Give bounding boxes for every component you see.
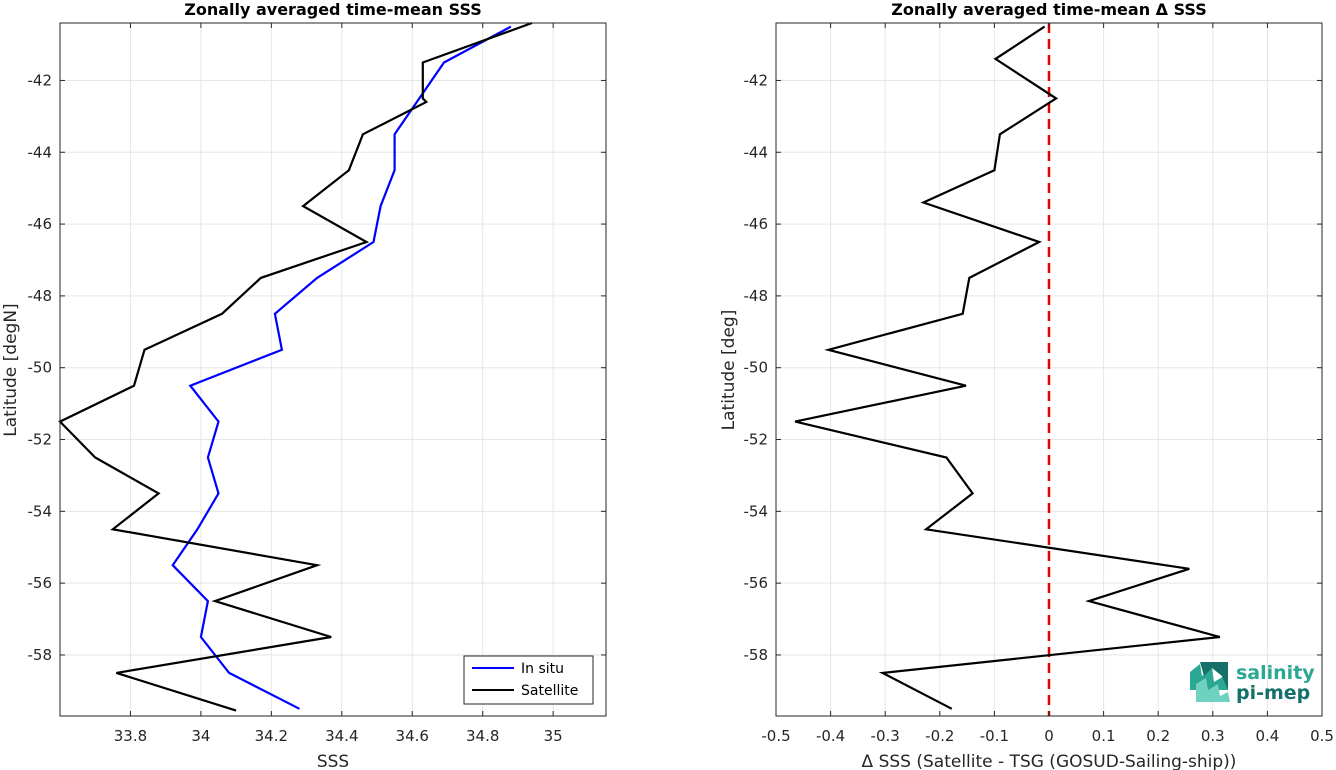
logo-mark-icon [1190,662,1230,702]
y-tick-label: -58 [744,646,769,664]
y-tick-label: -42 [28,71,53,89]
y-tick-label: -52 [744,431,769,449]
y-tick-label: -46 [744,215,769,233]
x-tick-label: -0.4 [816,727,845,745]
y-tick-label: -56 [744,574,769,592]
legend-label-in-situ: In situ [521,661,564,677]
y-tick-label: -50 [28,359,53,377]
x-tick-label: 34.2 [255,727,288,745]
right-y-ticks: -42 -44 -46 -48 -50 -52 -54 -56 -58 [744,71,1322,664]
y-tick-label: -44 [744,143,769,161]
legend-box [463,655,594,705]
x-tick-label: 33.8 [114,727,147,745]
y-tick-label: -44 [28,143,53,161]
x-tick-label: 0.1 [1092,727,1116,745]
right-x-axis-label: Δ SSS (Satellite - TSG (GOSUD-Sailing-sh… [862,752,1237,770]
x-tick-label: 0.4 [1255,727,1279,745]
left-axes-frame [59,22,607,717]
logo-text-pi-mep: pi-mep [1236,682,1310,704]
legend-label-satellite: Satellite [521,683,578,699]
right-y-axis-label: Latitude [deg] [719,310,739,431]
right-x-ticks: -0.5 -0.4 -0.3 -0.2 -0.1 0 0.1 0.2 0.3 0.4 0.5 [761,23,1334,745]
x-tick-label: 35 [544,727,563,745]
left-x-axis-label: SSS [317,752,349,770]
x-tick-label: -0.1 [980,727,1009,745]
y-tick-label: -48 [744,287,769,305]
right-chart-title: Zonally averaged time-mean Δ SSS [891,0,1207,19]
y-tick-label: -52 [28,431,53,449]
y-tick-label: -48 [28,287,53,305]
x-tick-label: 0.5 [1310,727,1334,745]
legend: In situ Satellite [463,655,594,705]
y-tick-label: -56 [28,574,53,592]
left-y-axis-label: Latitude [degN] [1,303,21,436]
salinity-pi-mep-logo: salinity pi-mep [1190,662,1315,704]
x-tick-label: 0.2 [1146,727,1170,745]
y-tick-label: -46 [28,215,53,233]
left-grid [60,23,606,716]
x-tick-label: -0.2 [925,727,954,745]
y-tick-label: -50 [744,359,769,377]
series-line-series-0 [794,25,1221,710]
y-tick-label: -58 [28,646,53,664]
x-tick-label: 34.4 [325,727,358,745]
right-series [794,25,1221,710]
series-line-satellite [58,21,533,712]
y-tick-label: -54 [744,502,769,520]
right-panel: -0.5 -0.4 -0.3 -0.2 -0.1 0 0.1 0.2 0.3 0.4 0.5 -42… [719,0,1334,770]
x-tick-label: -0.5 [761,727,790,745]
left-series [58,21,533,712]
logo-text-salinity: salinity [1236,662,1315,684]
x-tick-label: 0.3 [1201,727,1225,745]
y-tick-label: -42 [744,71,769,89]
x-tick-label: 0 [1044,727,1054,745]
x-tick-label: -0.3 [871,727,900,745]
x-tick-label: 34.8 [466,727,499,745]
x-tick-label: 34.6 [396,727,429,745]
left-panel: 33.8 34 34.2 34.4 34.6 34.8 35 -42 -44 -46 -48 -50… [1,0,607,770]
left-y-ticks: -42 -44 -46 -48 -50 -52 -54 -56 -58 [28,71,606,664]
left-x-ticks: 33.8 34 34.2 34.4 34.6 34.8 35 [114,23,563,745]
y-tick-label: -54 [28,502,53,520]
series-line-in-situ [171,25,512,710]
x-tick-label: 34 [191,727,210,745]
left-chart-title: Zonally averaged time-mean SSS [184,0,482,19]
